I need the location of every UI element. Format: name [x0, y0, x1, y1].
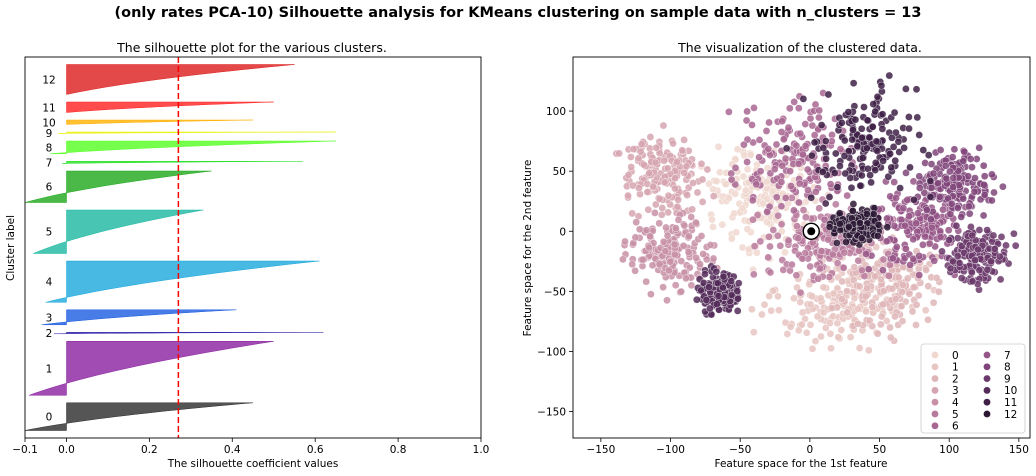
silhouette-xtick-label: 0.8 — [390, 444, 407, 456]
silhouette-cluster-7 — [62, 161, 303, 164]
silhouette-xtick-label: −0.1 — [12, 444, 38, 456]
silhouette-cluster-5 — [33, 209, 204, 254]
silhouette-cluster-1 — [29, 341, 274, 396]
silhouette-cluster-11 — [66, 101, 274, 113]
silhouette-cluster-3 — [41, 309, 237, 326]
silhouette-cluster-10 — [66, 119, 254, 125]
silhouette-cluster-label: 7 — [46, 157, 53, 169]
silhouette-cluster-9 — [58, 131, 336, 134]
silhouette-cluster-label: 1 — [46, 363, 53, 375]
silhouette-cluster-label: 4 — [46, 277, 53, 289]
silhouette-xtick-label: 1.0 — [473, 444, 490, 456]
silhouette-cluster-label: 8 — [46, 142, 53, 154]
silhouette-cluster-4 — [45, 260, 320, 303]
silhouette-cluster-label: 9 — [46, 128, 53, 140]
silhouette-cluster-label: 10 — [42, 117, 55, 129]
silhouette-xtick-label: 0.0 — [58, 444, 75, 456]
figure-title: (only rates PCA-10) Silhouette analysis … — [114, 5, 922, 21]
silhouette-cluster-label: 3 — [46, 312, 53, 324]
silhouette-cluster-8 — [49, 140, 336, 155]
silhouette-xtick-label: 0.6 — [307, 444, 324, 456]
silhouette-cluster-6 — [24, 170, 212, 203]
silhouette-cluster-label: 0 — [46, 412, 53, 424]
silhouette-cluster-label: 6 — [46, 182, 53, 194]
silhouette-axes-frame — [24, 56, 482, 439]
silhouette-cluster-label: 5 — [46, 227, 53, 239]
silhouette-cluster-12 — [66, 64, 295, 95]
silhouette-cluster-label: 2 — [46, 328, 53, 340]
silhouette-cluster-label: 12 — [42, 75, 55, 87]
silhouette-cluster-2 — [53, 332, 324, 335]
silhouette-title: The silhouette plot for the various clus… — [116, 40, 387, 55]
silhouette-xtick-label: 0.4 — [224, 444, 241, 456]
silhouette-xlabel: The silhouette coefficient values — [167, 458, 339, 470]
silhouette-cluster-0 — [24, 402, 254, 431]
silhouette-ylabel: Cluster label — [5, 215, 17, 281]
silhouette-xtick-label: 0.2 — [141, 444, 158, 456]
silhouette-cluster-label: 11 — [42, 102, 55, 114]
